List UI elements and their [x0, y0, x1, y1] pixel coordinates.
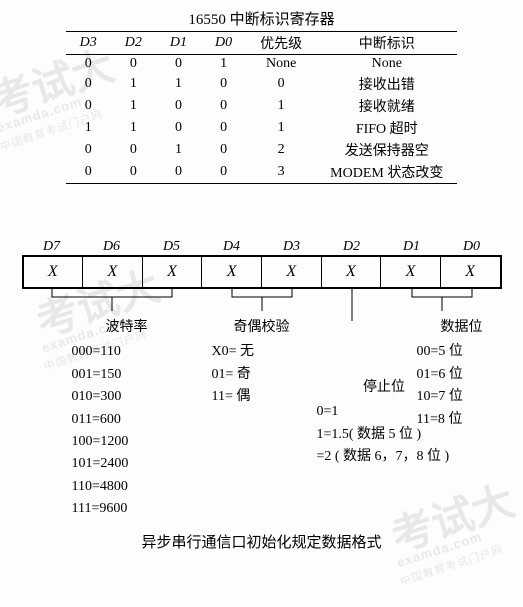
list-item: 01= 奇 — [212, 364, 312, 386]
cell: 0 — [156, 55, 201, 74]
cell: 1 — [111, 117, 156, 139]
col-header: 优先级 — [246, 32, 316, 55]
bit-cell: X — [262, 257, 322, 287]
cell: 1 — [201, 55, 246, 74]
cell: 0 — [201, 95, 246, 117]
col-header: D2 — [111, 32, 156, 55]
bit-label: D1 — [382, 239, 442, 255]
cell: 1 — [111, 95, 156, 117]
parity-title: 奇偶校验 — [212, 317, 312, 339]
bit-cell: X — [24, 257, 84, 287]
cell: MODEM 状态改变 — [316, 161, 457, 184]
bit-label: D6 — [82, 239, 142, 255]
cell: 1 — [156, 73, 201, 95]
bit-cell: X — [441, 257, 500, 287]
cell: 1 — [66, 117, 111, 139]
bit-label: D3 — [262, 239, 322, 255]
list-item: 110=4800 — [72, 476, 182, 498]
cell: 0 — [201, 139, 246, 161]
cell: 0 — [111, 161, 156, 184]
list-item: 001=150 — [72, 364, 182, 386]
col-header: 中断标识 — [316, 32, 457, 55]
cell: FIFO 超时 — [316, 117, 457, 139]
list-item: X0= 无 — [212, 341, 312, 363]
bit-label: D4 — [202, 239, 262, 255]
bit-labels: D7 D6 D5 D4 D3 D2 D1 D0 — [22, 239, 502, 255]
bit-cell: X — [381, 257, 441, 287]
cell: 接收就绪 — [316, 95, 457, 117]
bit-cell: X — [143, 257, 203, 287]
cell: 0 — [111, 55, 156, 74]
bit-label: D7 — [22, 239, 82, 255]
cell: 1 — [156, 139, 201, 161]
list-item: 111=9600 — [72, 498, 182, 520]
col-header: D1 — [156, 32, 201, 55]
baud-section: 波特率 000=110 001=150 010=300 011=600 100=… — [72, 317, 182, 521]
list-item: 11=8 位 — [417, 409, 507, 431]
cell: 0 — [156, 161, 201, 184]
cell: 0 — [201, 73, 246, 95]
cell: 0 — [66, 161, 111, 184]
list-item: 00=5 位 — [417, 341, 507, 363]
list-item: 101=2400 — [72, 453, 182, 475]
cell: None — [316, 55, 457, 74]
cell: 1 — [246, 117, 316, 139]
cell: 3 — [246, 161, 316, 184]
bit-row: X X X X X X X X — [22, 255, 502, 289]
table-title: 16550 中断标识寄存器 — [0, 8, 523, 29]
bit-label: D5 — [142, 239, 202, 255]
col-header: D0 — [201, 32, 246, 55]
list-item: 10=7 位 — [417, 386, 507, 408]
list-item: 010=300 — [72, 386, 182, 408]
list-item: 11= 偶 — [212, 386, 312, 408]
list-item: 000=110 — [72, 341, 182, 363]
cell: None — [246, 55, 316, 74]
cell: 1 — [246, 95, 316, 117]
bit-cell: X — [202, 257, 262, 287]
figure-caption: 异步串行通信口初始化规定数据格式 — [0, 531, 523, 552]
cell: 发送保持器空 — [316, 139, 457, 161]
cell: 0 — [66, 73, 111, 95]
bit-label: D0 — [442, 239, 502, 255]
cell: 接收出错 — [316, 73, 457, 95]
parity-section: 奇偶校验 X0= 无 01= 奇 11= 偶 — [212, 317, 312, 521]
cell: 0 — [246, 73, 316, 95]
cell: 2 — [246, 139, 316, 161]
data-title: 数据位 — [417, 317, 507, 339]
list-item: 011=600 — [72, 409, 182, 431]
cell: 1 — [111, 73, 156, 95]
bit-cell: X — [322, 257, 382, 287]
cell: 0 — [201, 161, 246, 184]
cell: 0 — [156, 117, 201, 139]
data-section: 数据位 00=5 位 01=6 位 10=7 位 11=8 位 — [417, 317, 507, 521]
bit-cell: X — [83, 257, 143, 287]
baud-title: 波特率 — [72, 317, 182, 339]
list-item: 100=1200 — [72, 431, 182, 453]
interrupt-id-table: D3 D2 D1 D0 优先级 中断标识 0001NoneNone 01100接… — [66, 31, 458, 184]
cell: 0 — [156, 95, 201, 117]
cell: 0 — [66, 95, 111, 117]
cell: 0 — [66, 55, 111, 74]
list-item: 01=6 位 — [417, 364, 507, 386]
bit-label: D2 — [322, 239, 382, 255]
cell: 0 — [201, 117, 246, 139]
col-header: D3 — [66, 32, 111, 55]
cell: 0 — [111, 139, 156, 161]
cell: 0 — [66, 139, 111, 161]
